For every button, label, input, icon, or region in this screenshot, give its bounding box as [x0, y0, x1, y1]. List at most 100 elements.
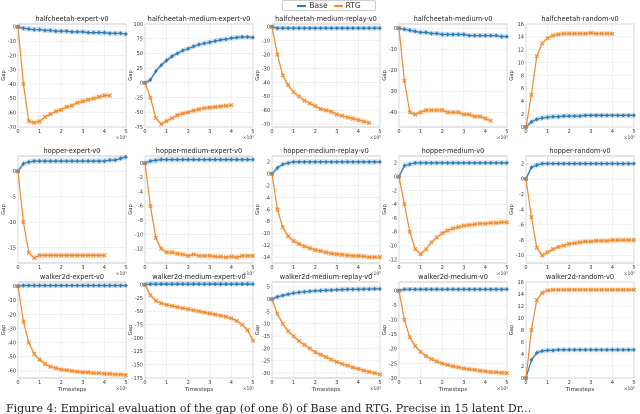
data-point-rtg	[86, 97, 91, 103]
data-point-rtg	[440, 361, 445, 366]
data-point-rtg	[80, 253, 85, 258]
x-tick-label: 2	[314, 129, 317, 135]
data-point-rtg	[42, 361, 48, 367]
data-point-rtg	[69, 368, 75, 374]
data-point-rtg	[123, 372, 129, 378]
data-point-rtg	[213, 104, 218, 110]
data-point-rtg	[229, 316, 234, 321]
data-point-base	[313, 159, 317, 165]
x-tick-label: 5	[251, 129, 254, 135]
data-point-base	[224, 281, 228, 287]
data-point-base	[118, 283, 123, 288]
y-tick-label: 2	[521, 364, 524, 370]
data-point-rtg	[434, 235, 439, 240]
y-tick-label: 0	[394, 175, 397, 181]
data-point-rtg	[102, 253, 107, 258]
data-point-rtg	[64, 368, 69, 373]
y-tick-label: 12	[518, 48, 524, 54]
y-tick-label: 0	[394, 26, 397, 32]
data-point-rtg	[234, 255, 239, 260]
y-tick-label: 25	[137, 66, 143, 72]
data-point-base	[186, 46, 190, 51]
data-point-base	[43, 28, 47, 33]
data-point-rtg	[529, 214, 534, 220]
y-tick-label: -4	[392, 202, 397, 208]
y-tick-label: 10	[518, 60, 524, 66]
x-tick-label: 5	[378, 265, 381, 271]
data-point-rtg	[626, 237, 631, 243]
data-point-base	[567, 347, 571, 352]
data-point-base	[191, 44, 196, 49]
x-tick-label: 3	[462, 265, 465, 271]
data-point-rtg	[42, 114, 48, 120]
data-point-rtg	[588, 287, 593, 292]
x-tick-label: 3	[208, 129, 211, 135]
data-point-base	[318, 159, 323, 165]
data-point-base	[70, 283, 74, 288]
y-tick-label: -30	[262, 371, 270, 377]
data-point-rtg	[229, 254, 234, 259]
y-tick-label: -8	[265, 219, 270, 225]
data-point-base	[318, 25, 323, 31]
data-point-base	[113, 157, 117, 163]
y-tick-label: 14	[518, 35, 524, 41]
data-point-base	[483, 287, 488, 292]
data-point-base	[97, 283, 101, 288]
data-point-base	[181, 48, 185, 53]
data-point-base	[229, 157, 234, 162]
data-point-rtg	[96, 94, 102, 100]
y-tick-label: -2	[519, 192, 524, 198]
data-point-rtg	[434, 359, 439, 364]
chart-title: halfcheetah-random-v0	[541, 15, 618, 23]
y-tick-label: -20	[389, 68, 397, 74]
data-point-base	[164, 281, 169, 287]
data-point-base	[413, 29, 417, 34]
data-point-rtg	[631, 237, 637, 243]
x-tick-label: 2	[314, 380, 317, 386]
data-point-base	[181, 157, 185, 162]
y-axis-label: Gap	[1, 70, 7, 81]
data-point-rtg	[604, 238, 610, 244]
data-point-rtg	[418, 110, 423, 115]
data-point-base	[599, 161, 604, 166]
data-point-rtg	[556, 32, 561, 37]
data-point-rtg	[550, 247, 556, 252]
data-point-rtg	[340, 113, 345, 119]
data-point-base	[59, 158, 63, 164]
data-point-base	[286, 25, 290, 31]
data-point-base	[462, 32, 466, 37]
y-tick-label: -12	[262, 243, 270, 249]
y-tick-label: 75	[137, 37, 143, 43]
data-point-base	[335, 25, 339, 31]
data-point-rtg	[153, 115, 158, 121]
data-point-base	[113, 283, 117, 288]
x-exponent-label: ×10⁵	[243, 135, 254, 141]
x-tick-label: 4	[230, 265, 233, 271]
y-axis-label: Gap	[509, 70, 515, 81]
plot-area	[17, 155, 127, 264]
data-point-rtg	[372, 254, 377, 260]
data-point-rtg	[534, 245, 539, 250]
data-point-base	[594, 161, 598, 166]
data-point-base	[494, 160, 498, 166]
data-point-base	[21, 26, 26, 31]
data-point-rtg	[86, 253, 91, 258]
data-point-rtg	[334, 251, 339, 257]
data-point-rtg	[615, 237, 620, 243]
data-point-base	[478, 287, 482, 292]
data-point-rtg	[196, 253, 202, 259]
data-point-rtg	[504, 220, 510, 225]
data-point-base	[202, 41, 207, 46]
x-tick-label: 0	[270, 129, 273, 135]
y-tick-label: 0	[394, 289, 397, 295]
y-tick-label: -60	[8, 369, 16, 375]
data-point-rtg	[218, 313, 223, 318]
data-point-base	[186, 281, 190, 287]
data-point-base	[356, 159, 361, 165]
data-point-rtg	[423, 353, 429, 359]
x-exponent-label: ×10⁵	[497, 135, 508, 141]
data-point-rtg	[307, 101, 312, 106]
chart-panel-13: 50-5-10-15-20-25-300 1 2 3 4 5×10⁵walker2d-me…	[255, 273, 383, 393]
data-point-rtg	[356, 253, 361, 259]
start-point-rtg	[143, 161, 147, 165]
